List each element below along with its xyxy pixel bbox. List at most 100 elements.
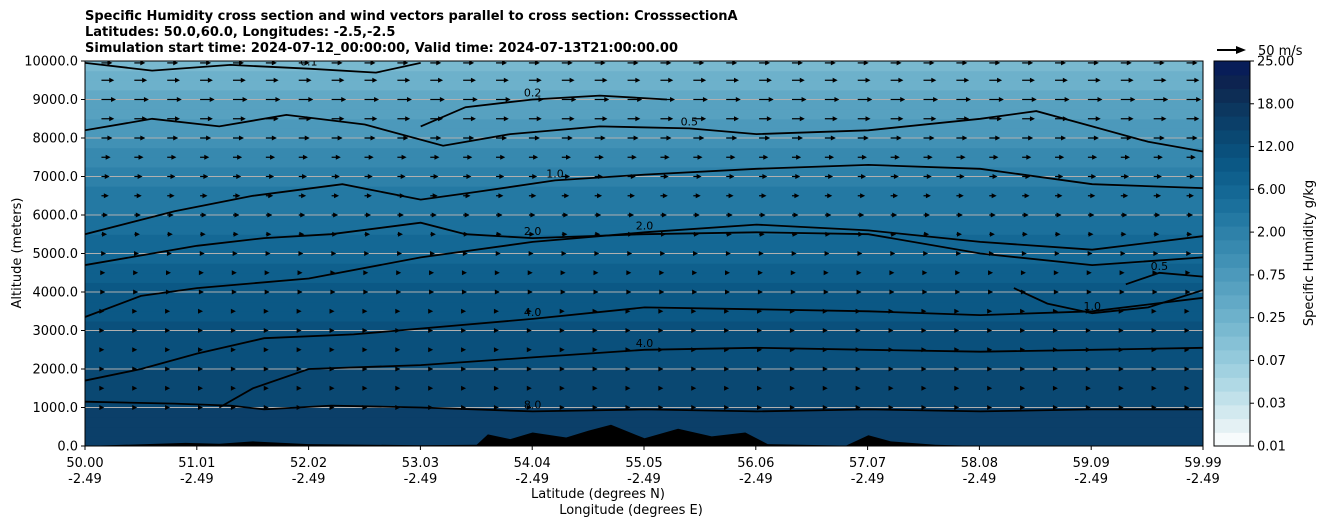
wind-vector-arrow-icon [332,231,338,237]
wind-vector-arrow-icon [526,405,532,410]
wind-vector-arrow-icon [569,77,575,83]
wind-vector-arrow-icon [695,193,701,199]
wind-vector-arrow-icon [536,77,542,83]
wind-vector-arrow-icon [296,385,302,391]
wind-vector-arrow-icon [395,308,401,314]
wind-vector-arrow-icon [231,270,237,276]
wind-vector-arrow-icon [536,116,542,122]
x-tick-label-lat: 59.09 [1073,456,1110,471]
y-tick-label: 10000.0 [24,55,78,70]
wind-vector-arrow-icon [626,270,632,276]
wind-vector-arrow-icon [567,135,573,141]
wind-vector-arrow-icon [954,405,960,410]
wind-vector-arrow-icon [265,251,271,256]
wind-vector-arrow-icon [766,77,772,83]
wind-vector-arrow-icon [1156,193,1162,199]
wind-vector-arrow-icon [592,405,598,410]
wind-vector-arrow-icon [238,135,244,141]
wind-vector-arrow-icon [170,174,176,179]
wind-vector-arrow-icon [138,154,144,160]
humidity-band [85,349,1203,360]
wind-vector-arrow-icon [405,116,411,122]
wind-vector-arrow-icon [396,289,402,295]
x-tick-label-lat: 52.02 [290,456,327,471]
wind-vector-arrow-icon [1123,193,1129,199]
wind-vector-arrow-icon [1093,135,1099,141]
wind-vector-arrow-icon [766,116,772,122]
x-tick-label-lon: -2.49 [963,472,997,487]
wind-vector-arrow-icon [268,193,274,199]
wind-vector-arrow-icon [889,289,895,295]
wind-vector-arrow-icon [896,135,902,141]
wind-vector-arrow-icon [329,328,335,333]
wind-vector-arrow-icon [534,135,540,141]
contour-label: 0.1 [300,56,318,69]
wind-vector-arrow-icon [925,212,930,218]
wind-vector-arrow-icon [958,193,964,199]
wind-vector-arrow-icon [533,154,539,160]
wind-vector-arrow-icon [99,405,105,410]
wind-vector-arrow-icon [1064,97,1070,102]
wind-vector-arrow-icon [297,270,303,276]
wind-vector-arrow-icon [469,135,475,141]
wind-vector-arrow-icon [931,77,937,83]
wind-vector-arrow-icon [530,212,536,218]
wind-vector-arrow-icon [822,385,828,391]
wind-vector-arrow-icon [633,135,639,141]
wind-vector-arrow-icon [470,77,476,83]
wind-vector-arrow-icon [1086,289,1092,295]
wind-vector-arrow-icon [957,212,963,218]
contour-line [85,221,1203,267]
wind-vector-arrow-icon [329,405,335,410]
wind-vector-arrow-icon [765,61,771,66]
wind-vector-arrow-icon [472,97,478,102]
wind-vector-arrow-icon [726,231,732,237]
wind-vector-arrow-icon [529,231,535,237]
wind-vector-arrow-icon [1188,193,1194,199]
humidity-band [85,70,1203,81]
wind-vector-arrow-icon [826,212,832,218]
wind-vector-arrow-icon [789,366,795,372]
colorbar-swatch [1214,102,1250,117]
wind-vector-arrow-icon [1085,347,1091,353]
wind-vector-arrow-icon [1126,61,1132,66]
colorbar-swatch [1214,294,1250,310]
wind-vector-arrow-icon [231,289,237,295]
wind-vector-arrow-icon [209,97,215,102]
y-axis-label: Altitude (meters) [10,198,25,309]
wind-vector-arrow-icon [921,366,927,372]
humidity-band [85,118,1203,129]
wind-vector-arrow-icon [855,347,861,353]
wind-vector-arrow-icon [629,193,635,199]
wind-vector-arrow-icon [1154,231,1160,237]
colorbar-swatch [1214,336,1250,351]
wind-vector-arrow-icon [625,366,631,372]
terrain [85,424,1203,446]
wind-vector-arrow-icon [264,270,270,276]
colorbar-swatch [1214,129,1250,145]
wind-vector-arrow-icon [561,251,567,256]
wind-vector-arrow-icon [724,385,730,391]
wind-vector-arrow-icon [635,77,641,83]
colorbar-swatch [1214,171,1250,186]
wind-vectors [99,61,1202,410]
wind-vector-arrow-icon [502,135,508,141]
wind-vector-arrow-icon [101,251,107,256]
wind-vector-arrow-icon [668,116,674,122]
wind-vector-arrow-icon [1095,77,1101,83]
colorbar-swatch [1214,391,1250,406]
x-tick-label-lat: 57.07 [849,456,886,471]
wind-vector-arrow-icon [888,308,894,314]
wind-vector-arrow-icon [1153,251,1159,256]
wind-vector-arrow-icon [921,405,927,410]
wind-vector-arrow-icon [825,231,831,237]
humidity-band [85,234,1203,245]
wind-vector-arrow-icon [433,174,439,179]
wind-vector-arrow-icon [922,270,928,276]
wind-vector-arrow-icon [888,328,894,333]
wind-vector-arrow-icon [824,251,830,256]
colorbar-swatch [1214,88,1250,103]
wind-vector-arrow-icon [1151,347,1157,353]
wind-vector-arrow-icon [861,174,867,179]
humidity-band [85,378,1203,389]
